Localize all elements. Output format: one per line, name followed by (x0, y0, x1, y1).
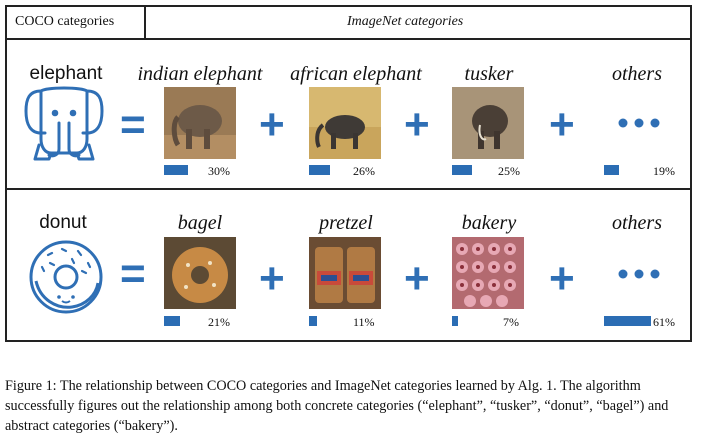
percent-bar (309, 165, 330, 175)
header-divider (144, 7, 146, 39)
item-label-african-elephant: african elephant (290, 63, 422, 85)
percent-bar (164, 165, 188, 175)
item-label-pretzel: pretzel (319, 212, 373, 234)
coco-category-elephant: elephant (29, 63, 103, 84)
percent-label: 7% (503, 315, 519, 329)
tusker-photo (452, 87, 524, 159)
percent-label: 11% (353, 315, 375, 329)
percent-label: 26% (353, 164, 375, 178)
figure-caption: Figure 1: The relationship between COCO … (5, 378, 669, 434)
item-label-bakery: bakery (461, 212, 517, 234)
item-label-indian-elephant: indian elephant (137, 63, 263, 85)
percent-label: 30% (208, 164, 230, 178)
header-rule (7, 38, 690, 40)
percent-label: 21% (208, 315, 230, 329)
item-label-bagel: bagel (177, 212, 223, 234)
plus-sign: + (404, 100, 430, 149)
coco-category-donut: donut (39, 212, 87, 233)
bagel-photo (164, 237, 236, 309)
elephant-icon (24, 86, 104, 161)
imagenet-header: ImageNet categories (347, 14, 464, 29)
ellipsis-icon (618, 269, 660, 279)
percent-bar (309, 316, 317, 326)
plus-sign: + (259, 100, 285, 149)
equals-sign: = (120, 249, 146, 298)
plus-sign: + (549, 254, 575, 303)
percent-bar (604, 165, 619, 175)
ellipsis-icon (618, 118, 660, 128)
coco-header: COCO categories (15, 14, 115, 29)
percent-bar (452, 316, 458, 326)
plus-sign: + (259, 254, 285, 303)
percent-bar (164, 316, 180, 326)
percent-label: 61% (653, 315, 675, 329)
plus-sign: + (404, 254, 430, 303)
african-elephant-photo (309, 87, 381, 159)
figure-panel: COCO categories ImageNet categories elep… (5, 5, 692, 342)
row-separator (7, 188, 690, 190)
item-label-tusker: tusker (464, 63, 514, 85)
pretzel-photo (309, 237, 381, 309)
donut-icon (29, 240, 103, 314)
bakery-photo (452, 237, 524, 309)
percent-bar (452, 165, 472, 175)
equals-sign: = (120, 100, 146, 149)
item-label-others: others (612, 212, 662, 234)
indian-elephant-photo (164, 87, 236, 159)
percent-label: 25% (498, 164, 520, 178)
percent-bar (604, 316, 651, 326)
item-label-others: others (612, 63, 662, 85)
percent-label: 19% (653, 164, 675, 178)
plus-sign: + (549, 100, 575, 149)
